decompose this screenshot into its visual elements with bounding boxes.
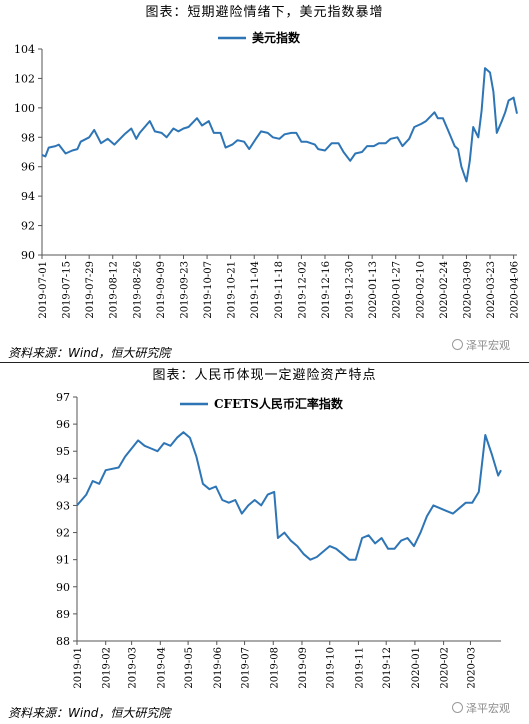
y-tick-label: 97 — [56, 391, 70, 404]
x-tick-label: 2019-09-23 — [179, 261, 190, 319]
chart2-watermark-label: 泽平宏观 — [466, 702, 510, 715]
x-tick-label: 2019-07-15 — [62, 261, 73, 319]
y-tick-label: 92 — [56, 527, 70, 540]
chart2-cfets-index: CFETS人民币汇率指数 88 89 90 91 92 93 94 95 96 97 2019-0… — [56, 391, 502, 689]
x-tick-label: 2020-01-13 — [368, 261, 379, 319]
x-tick-label: 2019-06 — [213, 647, 224, 689]
y-tick-label: 89 — [56, 608, 70, 621]
chart2-x-ticks: 2019-01 2019-02 2019-03 2019-04 2019-05 2019-… — [73, 641, 477, 689]
x-tick-label: 2019-10-21 — [227, 261, 238, 319]
chart2-watermark: 泽平宏观 — [452, 700, 510, 716]
x-tick-label: 2020-04-06 — [510, 261, 521, 319]
y-tick-label: 100 — [14, 102, 35, 115]
chart2-axes — [76, 397, 501, 642]
chart1-series-line — [41, 67, 518, 183]
y-tick-label: 91 — [56, 554, 70, 567]
y-tick-label: 102 — [14, 72, 35, 85]
chart1-axes — [41, 49, 517, 256]
x-tick-label: 2019-11 — [354, 647, 365, 689]
y-tick-label: 92 — [21, 220, 35, 233]
y-tick-label: 96 — [56, 418, 70, 431]
chart1-watermark-label: 泽平宏观 — [466, 339, 510, 352]
x-tick-label: 2020-02 — [440, 647, 451, 689]
chart1-x-ticks: 2019-07-01 2019-07-15 2019-07-29 2019-08-12… — [38, 255, 521, 319]
x-tick-label: 2020-03-23 — [486, 261, 497, 319]
x-tick-label: 2019-09 — [298, 647, 309, 689]
x-tick-label: 2019-01 — [73, 647, 84, 689]
chart2-legend-label: CFETS人民币汇率指数 — [214, 396, 344, 411]
y-tick-label: 88 — [56, 635, 70, 648]
x-tick-label: 2020-03 — [466, 647, 477, 689]
y-tick-label: 90 — [21, 249, 35, 262]
x-tick-label: 2019-12 — [382, 647, 393, 689]
x-tick-label: 2020-01-27 — [392, 261, 403, 319]
x-tick-label: 2019-10 — [326, 647, 337, 689]
x-tick-label: 2020-02-10 — [415, 261, 426, 319]
x-tick-label: 2019-07-01 — [38, 261, 49, 319]
x-tick-label: 2019-12-16 — [321, 261, 332, 319]
x-tick-label: 2019-08-12 — [109, 261, 120, 319]
x-tick-label: 2019-03 — [128, 647, 139, 689]
x-tick-label: 2020-02-24 — [439, 261, 450, 319]
x-tick-label: 2019-08-26 — [132, 261, 143, 319]
x-tick-label: 2019-12-30 — [345, 261, 356, 319]
x-tick-label: 2019-11-04 — [250, 261, 261, 319]
x-tick-label: 2020-01 — [411, 647, 422, 689]
y-tick-label: 96 — [21, 161, 35, 174]
section-divider — [0, 362, 529, 363]
y-tick-label: 95 — [56, 445, 70, 458]
chart1-y-ticks: 90 92 94 96 98 100 102 104 — [14, 43, 42, 262]
y-tick-label: 94 — [56, 472, 70, 485]
x-tick-label: 2019-05 — [184, 647, 195, 689]
chart1-legend: 美元指数 — [218, 30, 301, 45]
x-tick-label: 2019-07 — [241, 647, 252, 689]
chart2-y-ticks: 88 89 90 91 92 93 94 95 96 97 — [56, 391, 77, 648]
chart1-watermark: 泽平宏观 — [452, 337, 510, 353]
chart1-source: 资料来源：Wind，恒大研究院 — [8, 346, 171, 360]
x-tick-label: 2019-07-29 — [85, 261, 96, 319]
chart2-source: 资料来源：Wind，恒大研究院 — [8, 706, 171, 720]
x-tick-label: 2019-08 — [269, 647, 280, 689]
y-tick-label: 90 — [56, 581, 70, 594]
x-tick-label: 2019-02 — [102, 647, 113, 689]
x-tick-label: 2020-03-09 — [462, 261, 473, 319]
chart2-title: 图表：人民币体现一定避险资产特点 — [152, 368, 377, 383]
x-tick-label: 2019-11-18 — [274, 261, 285, 319]
y-tick-label: 94 — [21, 190, 35, 203]
x-tick-label: 2019-04 — [156, 647, 167, 689]
chart2-legend: CFETS人民币汇率指数 — [180, 396, 344, 411]
x-tick-label: 2019-10-07 — [203, 261, 214, 319]
wechat-icon — [452, 339, 463, 350]
wechat-icon — [452, 702, 463, 713]
y-tick-label: 93 — [56, 499, 70, 512]
chart1-legend-label: 美元指数 — [252, 30, 301, 45]
chart1-title: 图表：短期避险情绪下，美元指数暴增 — [145, 5, 384, 20]
x-tick-label: 2019-12-02 — [297, 261, 308, 319]
x-tick-label: 2019-09-09 — [156, 261, 167, 319]
chart2-series-line — [76, 431, 502, 561]
y-tick-label: 104 — [14, 43, 35, 56]
y-tick-label: 98 — [21, 131, 35, 144]
